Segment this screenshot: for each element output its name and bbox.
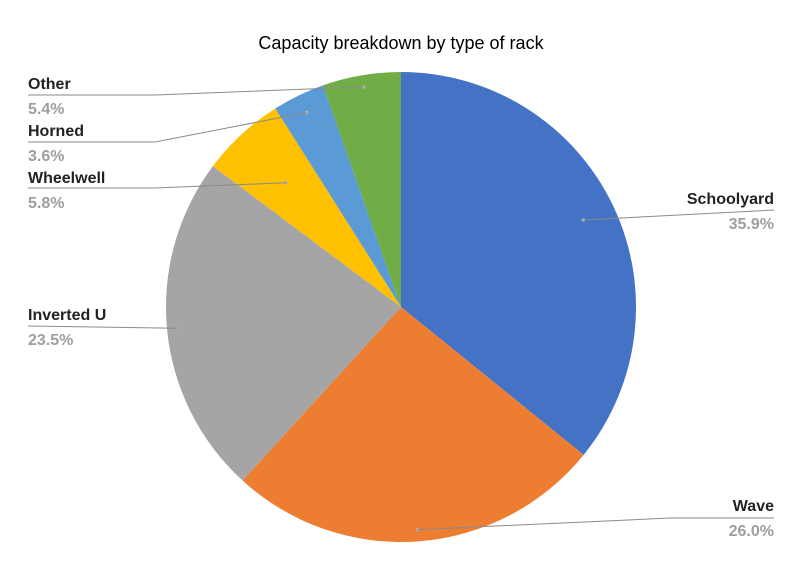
- slice-percent-label: 23.5%: [28, 332, 73, 349]
- leader-line: [28, 112, 307, 143]
- slice-label: Other: [28, 76, 71, 93]
- slice-label: Inverted U: [28, 307, 106, 324]
- slice-label: Horned: [28, 123, 84, 140]
- pie-slices: [165, 71, 637, 543]
- chart-title: Capacity breakdown by type of rack: [258, 33, 544, 53]
- leader-line: [417, 517, 774, 531]
- slice-label: Schoolyard: [687, 191, 774, 208]
- slice-labels: Schoolyard 35.9% Wave 26.0% Inverted U 23.5% W…: [28, 76, 774, 540]
- leader-dot: [361, 85, 366, 89]
- slice-percent-label: 5.8%: [28, 195, 64, 212]
- slice-percent-label: 35.9%: [729, 216, 774, 233]
- pie-slice-inverted-u: [165, 166, 401, 481]
- pie-slice-other: [322, 71, 401, 307]
- leader-line: [27, 325, 177, 329]
- slice-percent-label: 26.0%: [729, 523, 774, 540]
- leader-line: [28, 86, 364, 96]
- leader-lines: [27, 85, 775, 532]
- pie-slice-wheelwell: [212, 108, 401, 307]
- slice-percent-label: 5.4%: [28, 101, 64, 118]
- leader-line: [583, 209, 775, 221]
- leader-line: [28, 182, 287, 189]
- leader-dot: [284, 181, 288, 185]
- slice-label: Wave: [733, 498, 774, 515]
- pie-slice-wave: [242, 307, 584, 543]
- pie-slice-schoolyard: [401, 72, 637, 455]
- slice-percent-label: 3.6%: [28, 148, 64, 165]
- slice-label: Wheelwell: [28, 170, 105, 187]
- pie-slice-horned: [275, 85, 401, 307]
